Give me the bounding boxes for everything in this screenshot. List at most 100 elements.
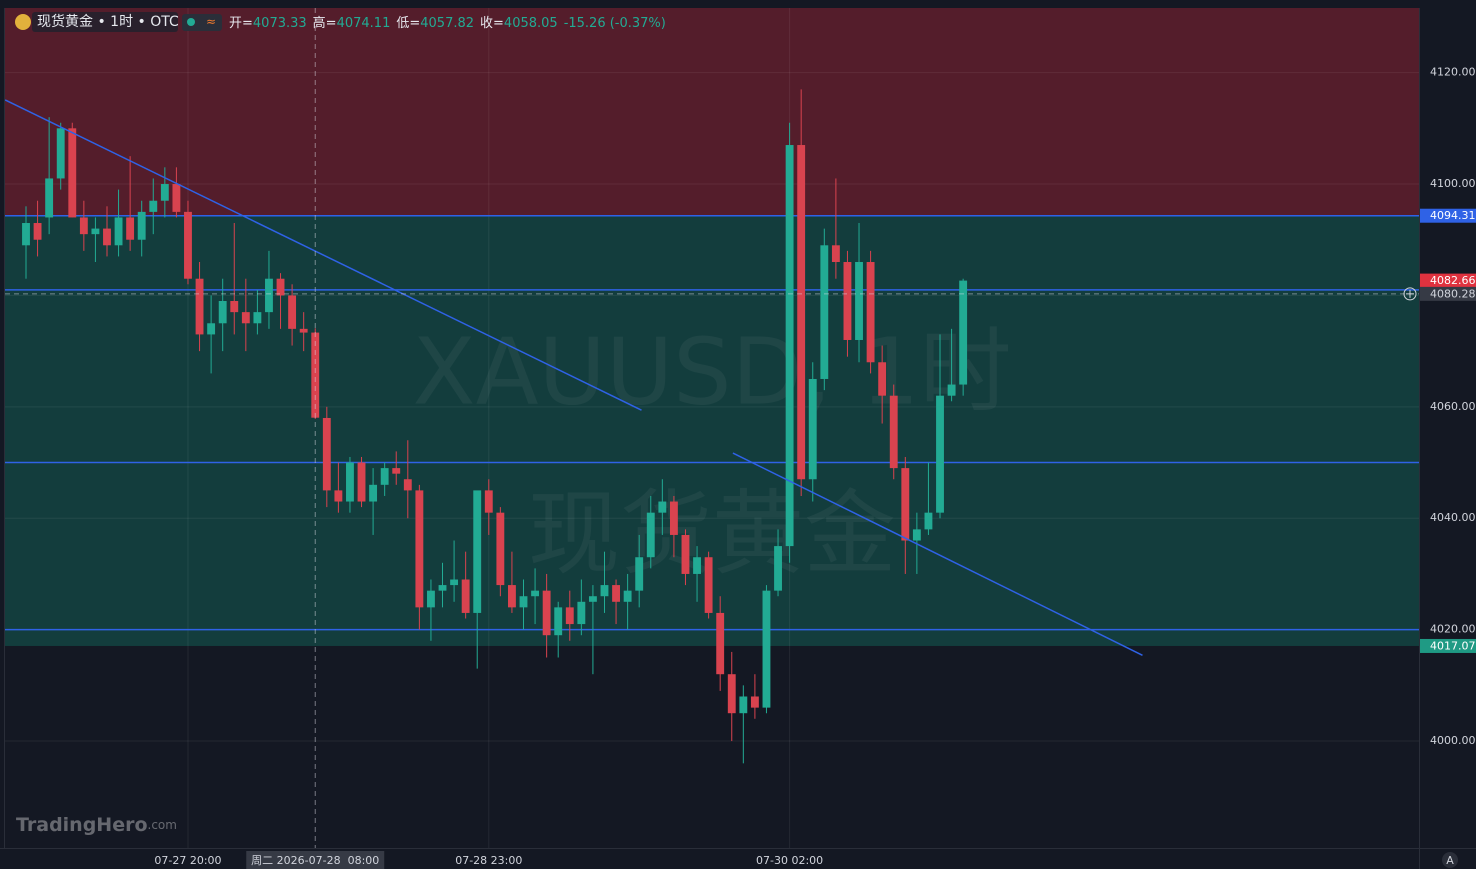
legend-key: 开= — [229, 16, 253, 31]
candle-body — [774, 546, 782, 591]
candle-body — [623, 590, 632, 602]
candle-body — [114, 217, 123, 246]
candle-body — [415, 490, 424, 608]
candle-body — [473, 490, 482, 613]
legend-value: 4074.11 — [337, 16, 391, 31]
candle-body — [126, 217, 135, 240]
price-axis: 4000.004020.004040.004060.004080.004100.… — [1420, 66, 1476, 747]
candle-body — [785, 145, 794, 547]
candle-body — [357, 462, 366, 502]
candle-body — [346, 462, 354, 502]
lines — [5, 214, 1419, 631]
trendline — [4, 99, 642, 411]
candle-body — [461, 579, 470, 613]
candle-body — [103, 228, 111, 246]
price-marker-label: 4082.66 — [1430, 274, 1476, 287]
candle-body — [519, 596, 528, 608]
candle-body — [369, 484, 378, 502]
crosshair-price: 4080.28 — [1430, 287, 1476, 300]
candle-body — [704, 557, 713, 613]
candle-body — [588, 596, 597, 602]
candle-body — [808, 378, 817, 480]
candle-body — [658, 501, 667, 513]
candle-body — [797, 145, 806, 480]
candle-body — [450, 579, 459, 586]
candle-body — [762, 590, 771, 708]
legend-value: 4073.33 — [253, 16, 307, 31]
candle-body — [947, 384, 956, 396]
candle-body — [831, 245, 840, 263]
y-tick-label: 4020.00 — [1430, 623, 1476, 636]
price-marker — [1420, 638, 1476, 653]
candle-body — [311, 332, 320, 418]
candle-body — [380, 468, 389, 485]
candle-body — [739, 696, 748, 714]
trendline — [732, 452, 1143, 656]
legend-value: 4057.82 — [420, 16, 474, 31]
candle-body — [565, 607, 574, 625]
candle-body — [820, 245, 829, 379]
y-tick-label: 4000.00 — [1430, 734, 1476, 747]
axis-button[interactable] — [1442, 852, 1458, 868]
candle-body — [936, 395, 944, 513]
candle-body — [693, 557, 701, 574]
candle-body — [901, 468, 910, 541]
candles — [22, 89, 968, 764]
candle-body — [959, 280, 968, 385]
candle-body — [843, 262, 852, 340]
candle-body — [160, 184, 169, 201]
legend-change: -15.26 (-0.37%) — [564, 16, 666, 31]
x-tick-label: 07-28 23:00 — [455, 854, 522, 867]
candle-body — [68, 128, 77, 218]
crosshair-time: 周二 2026-07-28 08:00 — [251, 854, 379, 867]
candle-body — [507, 585, 516, 608]
title-box — [32, 12, 178, 32]
crosshair-price-box — [1420, 286, 1476, 301]
candle-body — [855, 262, 863, 340]
zones — [5, 8, 1419, 646]
candle-body — [299, 328, 308, 333]
candle-body — [427, 590, 435, 608]
candle-body — [79, 217, 88, 235]
status-icon: ≈ — [206, 15, 216, 29]
candle-body — [241, 312, 250, 324]
candle-body — [265, 278, 273, 313]
crosshair-add-icon — [1406, 289, 1414, 298]
price-marker-label: 4017.07 — [1430, 639, 1476, 652]
brand: TradingHero.com — [16, 814, 177, 836]
candle-body — [612, 585, 620, 602]
candle-body — [866, 262, 875, 363]
legend-values: 开=4073.33 高=4074.11 低=4057.82 收=4058.05 -15.… — [229, 15, 666, 31]
candle-body — [91, 228, 100, 235]
crosshair-time-box — [246, 851, 385, 869]
candle-body — [230, 300, 239, 313]
candle-body — [322, 417, 331, 491]
candle-body — [149, 200, 158, 212]
candle-body — [334, 490, 343, 502]
axis-button-label[interactable]: A — [1446, 854, 1454, 867]
legend-key: 高= — [313, 15, 337, 31]
candle-body — [750, 696, 759, 708]
candle-body — [577, 601, 586, 625]
candle-body — [727, 674, 736, 714]
crosshair-add — [1403, 287, 1417, 301]
y-tick-label: 4040.00 — [1430, 511, 1476, 524]
candle-body — [33, 223, 42, 240]
candle-body — [172, 184, 181, 212]
candle-body — [56, 128, 65, 179]
brand-name: TradingHero — [16, 814, 148, 836]
price-marker — [1420, 273, 1476, 288]
chart-title[interactable]: 现货黄金 • 1时 • OTC — [37, 13, 179, 30]
candle-body — [496, 512, 505, 586]
candle-body — [554, 607, 563, 636]
candle-body — [878, 362, 887, 396]
symbol-icon — [15, 14, 31, 30]
crosshair — [5, 8, 1419, 848]
candle-body — [288, 295, 297, 329]
candle-body — [184, 211, 192, 279]
legend-key: 低= — [396, 16, 420, 31]
price-marker — [1420, 208, 1476, 223]
candle-body — [276, 278, 285, 296]
